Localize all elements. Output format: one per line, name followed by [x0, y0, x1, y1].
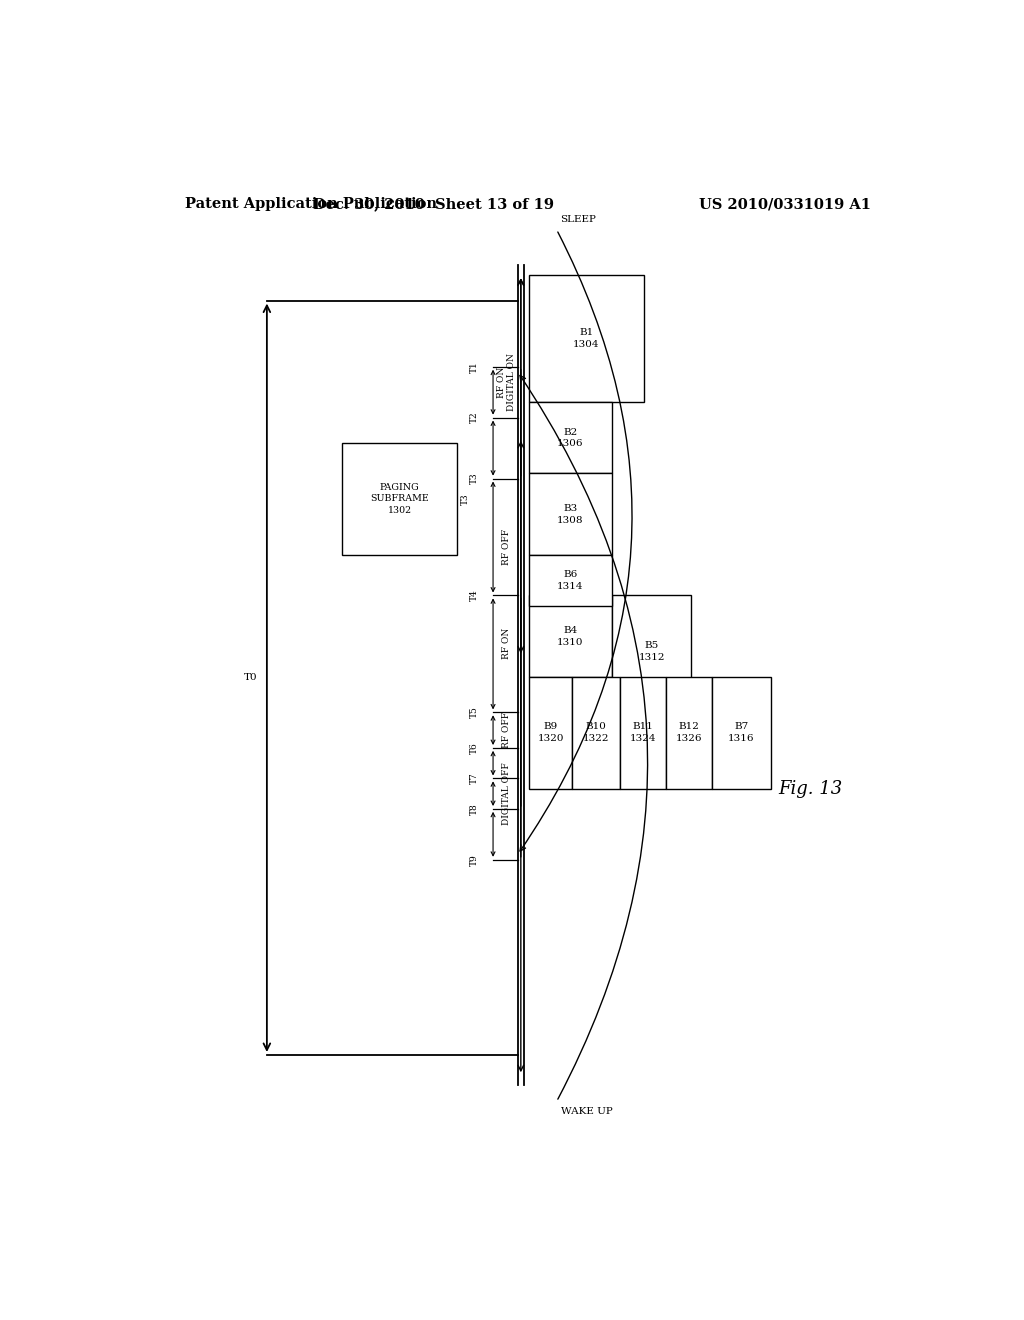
Text: T0: T0	[244, 673, 257, 682]
Bar	[528, 595, 612, 677]
Text: B5
1312: B5 1312	[639, 642, 665, 661]
Bar	[528, 677, 572, 788]
Bar	[572, 677, 621, 788]
Bar	[528, 276, 644, 403]
Text: Dec. 30, 2010  Sheet 13 of 19: Dec. 30, 2010 Sheet 13 of 19	[313, 197, 554, 211]
Text: B6
1314: B6 1314	[557, 570, 584, 590]
Text: B1
1304: B1 1304	[573, 329, 600, 350]
FancyArrowPatch shape	[520, 375, 647, 1100]
Text: T7: T7	[470, 772, 479, 784]
Text: RF ON
DIGITAL ON: RF ON DIGITAL ON	[497, 352, 516, 411]
Bar	[666, 677, 712, 788]
Text: B4
1310: B4 1310	[557, 626, 584, 647]
Text: RF OFF: RF OFF	[502, 529, 511, 565]
Text: B11
1324: B11 1324	[630, 722, 656, 743]
Text: PAGING
SUBFRAME
1302: PAGING SUBFRAME 1302	[371, 483, 429, 515]
Text: B3
1308: B3 1308	[557, 504, 584, 524]
FancyArrowPatch shape	[520, 232, 632, 851]
Text: RF OFF: RF OFF	[502, 711, 511, 748]
Bar	[528, 554, 612, 606]
Text: T1: T1	[470, 360, 479, 372]
Text: T5: T5	[470, 706, 479, 718]
Text: B2
1306: B2 1306	[557, 428, 584, 449]
Text: B7
1316: B7 1316	[728, 722, 755, 743]
Text: B9
1320: B9 1320	[538, 722, 564, 743]
Bar	[342, 444, 458, 554]
Text: WAKE UP: WAKE UP	[560, 1107, 612, 1117]
Text: DIGITAL OFF: DIGITAL OFF	[502, 762, 511, 825]
Text: Fig. 13: Fig. 13	[778, 780, 843, 797]
Text: T3: T3	[470, 473, 479, 484]
Bar	[612, 595, 691, 708]
Text: B12
1326: B12 1326	[676, 722, 702, 743]
Text: T4: T4	[470, 590, 479, 602]
Text: T8: T8	[470, 803, 479, 814]
Text: T3: T3	[461, 494, 470, 504]
Text: RF ON: RF ON	[502, 628, 511, 660]
Text: T9: T9	[470, 854, 479, 866]
Text: B10
1322: B10 1322	[583, 722, 609, 743]
Bar	[620, 677, 666, 788]
Text: US 2010/0331019 A1: US 2010/0331019 A1	[699, 197, 871, 211]
Bar	[712, 677, 771, 788]
Bar	[528, 474, 612, 554]
Text: SLEEP: SLEEP	[560, 215, 596, 224]
Text: Patent Application Publication: Patent Application Publication	[185, 197, 437, 211]
Text: T2: T2	[470, 412, 479, 424]
Bar	[528, 403, 612, 474]
Text: T6: T6	[470, 742, 479, 754]
